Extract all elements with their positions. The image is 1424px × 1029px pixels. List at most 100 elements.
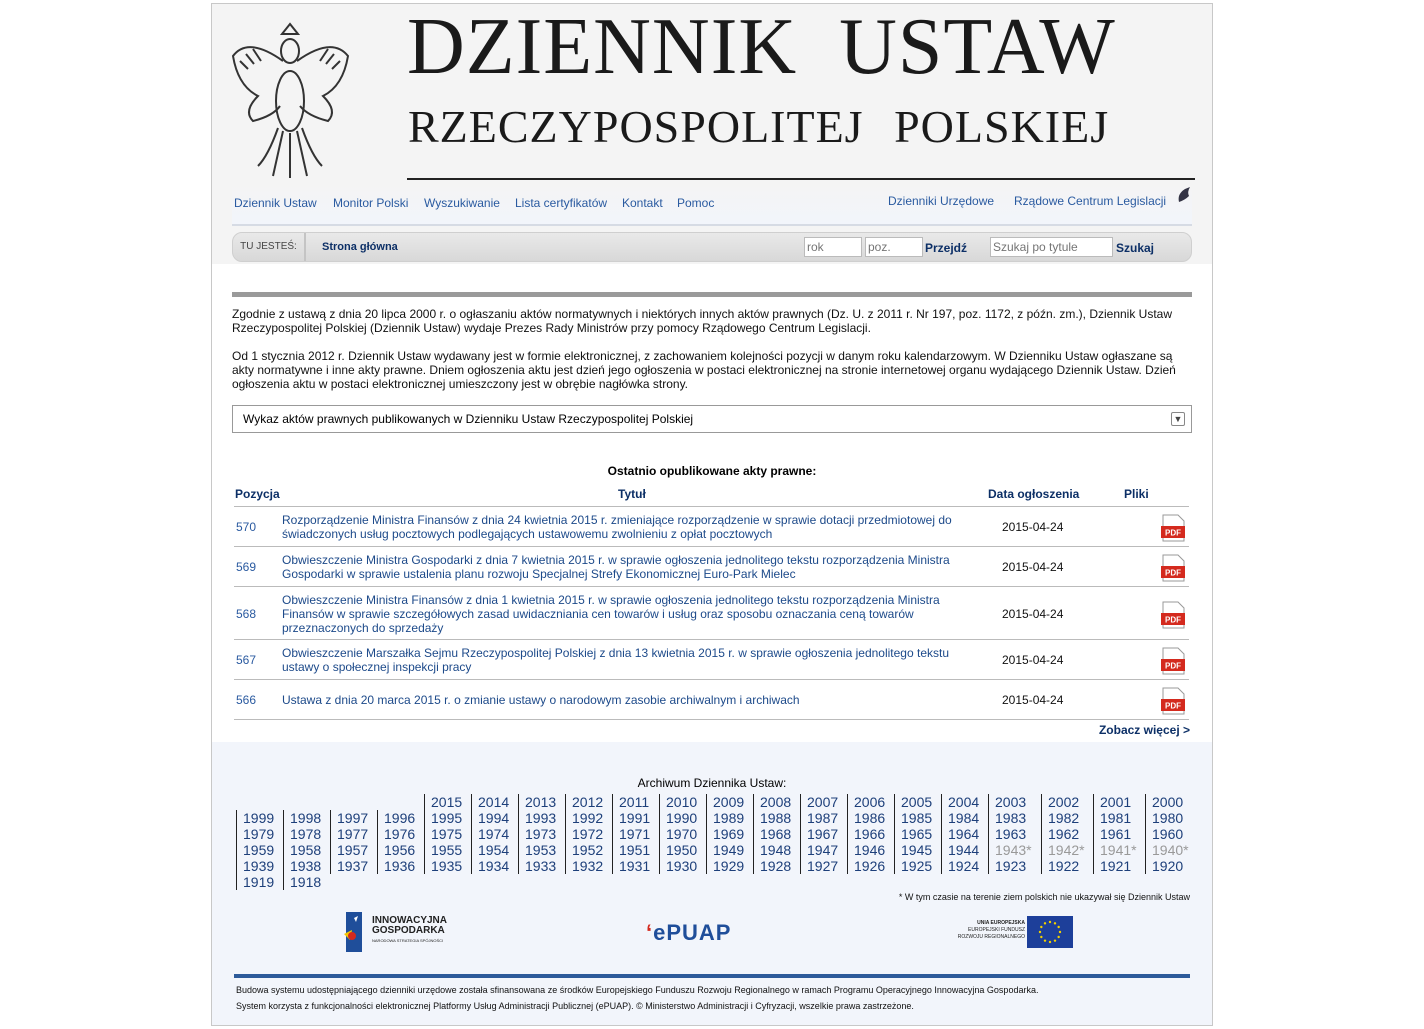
pdf-icon[interactable]: PDF	[1160, 601, 1186, 629]
epuap-logo[interactable]: ‘ePUAP	[646, 920, 732, 945]
archive-year-link[interactable]: 1971	[619, 826, 651, 842]
archive-year-link[interactable]: 2013	[525, 794, 557, 810]
archive-year-link[interactable]: 1973	[525, 826, 557, 842]
nav-rcl[interactable]: Rządowe Centrum Legislacji	[1014, 194, 1167, 208]
archive-year-link[interactable]: 1965	[901, 826, 933, 842]
archive-year-link[interactable]: 1929	[713, 858, 745, 874]
archive-year-link[interactable]: 1946	[854, 842, 886, 858]
archive-year-link[interactable]: 1976	[384, 826, 416, 842]
position-input[interactable]	[865, 237, 923, 257]
act-title-link[interactable]: Obwieszczenie Ministra Gospodarki z dnia…	[282, 553, 950, 581]
eu-logo[interactable]: UNIA EUROPEJSKA EUROPEJSKI FUNDUSZ ROZWOJU…	[938, 916, 1073, 948]
nav-lista-certyfikatow[interactable]: Lista certyfikatów	[515, 196, 608, 210]
archive-year-link[interactable]: 1922	[1048, 858, 1080, 874]
archive-year-link[interactable]: 1936	[384, 858, 416, 874]
archive-year-link[interactable]: 1972	[572, 826, 604, 842]
act-title-link[interactable]: Obwieszczenie Marszałka Sejmu Rzeczyposp…	[282, 646, 950, 674]
archive-year-link[interactable]: 1985	[901, 810, 933, 826]
archive-year-link[interactable]: 2005	[901, 794, 933, 810]
see-more-link[interactable]: Zobacz więcej >	[1098, 723, 1190, 737]
archive-year-link[interactable]: 2001	[1100, 794, 1132, 810]
archive-year-link[interactable]: 2010	[666, 794, 698, 810]
archive-year-link[interactable]: 1925	[901, 858, 933, 874]
go-button[interactable]: Przejdź	[925, 241, 968, 255]
archive-year-link[interactable]: 1978	[290, 826, 322, 842]
archive-year-link[interactable]: 1980	[1152, 810, 1184, 826]
archive-year-link[interactable]: 1923	[995, 858, 1027, 874]
act-title-link[interactable]: Ustawa z dnia 20 marca 2015 r. o zmianie…	[282, 693, 800, 707]
archive-year-link[interactable]: 1930	[666, 858, 698, 874]
archive-year-link[interactable]: 2006	[854, 794, 886, 810]
archive-year-link[interactable]: 1987	[807, 810, 839, 826]
archive-year-link[interactable]: 2011	[619, 794, 650, 810]
archive-year-link[interactable]: 1963	[995, 826, 1027, 842]
nav-pomoc[interactable]: Pomoc	[677, 196, 715, 210]
archive-year-link[interactable]: 1939	[243, 858, 275, 874]
pdf-icon[interactable]: PDF	[1160, 647, 1186, 675]
acts-list-select[interactable]: Wykaz aktów prawnych publikowanych w Dzi…	[232, 405, 1192, 433]
archive-year-link[interactable]: 1967	[807, 826, 839, 842]
archive-year-link[interactable]: 1926	[854, 858, 886, 874]
nav-dziennik-ustaw[interactable]: Dziennik Ustaw	[234, 196, 317, 210]
rcl-logo-icon[interactable]	[1174, 186, 1194, 212]
nav-kontakt[interactable]: Kontakt	[622, 196, 663, 210]
archive-year-link[interactable]: 1957	[337, 842, 369, 858]
title-search-input[interactable]	[990, 237, 1113, 257]
archive-year-link[interactable]: 1956	[384, 842, 416, 858]
search-button[interactable]: Szukaj	[1116, 241, 1155, 255]
archive-year-link[interactable]: 1961	[1100, 826, 1132, 842]
archive-year-link[interactable]: 1944	[948, 842, 980, 858]
archive-year-link[interactable]: 2000	[1152, 794, 1184, 810]
archive-year-link[interactable]: 1955	[431, 842, 463, 858]
chevron-down-icon[interactable]: ▼	[1171, 412, 1185, 426]
archive-year-link[interactable]: 1932	[572, 858, 604, 874]
archive-year-link[interactable]: 2004	[948, 794, 980, 810]
archive-year-link[interactable]: 1953	[525, 842, 557, 858]
archive-year-link[interactable]: 1935	[431, 858, 463, 874]
archive-year-link[interactable]: 1993	[525, 810, 557, 826]
innowacyjna-gospodarka-logo[interactable]: INNOWACYJNA GOSPODARKA NARODOWA STRATEGIA …	[342, 912, 472, 952]
archive-year-link[interactable]: 1997	[337, 810, 369, 826]
pdf-icon[interactable]: PDF	[1160, 514, 1186, 542]
pdf-icon[interactable]: PDF	[1160, 687, 1186, 715]
archive-year-link[interactable]: 1975	[431, 826, 463, 842]
archive-year-link[interactable]: 1988	[760, 810, 792, 826]
archive-year-link[interactable]: 1966	[854, 826, 886, 842]
archive-year-link[interactable]: 2003	[995, 794, 1027, 810]
archive-year-link[interactable]: 1920	[1152, 858, 1184, 874]
archive-year-link[interactable]: 2012	[572, 794, 604, 810]
archive-year-link[interactable]: 1945	[901, 842, 933, 858]
archive-year-link[interactable]: 1968	[760, 826, 792, 842]
archive-year-link[interactable]: 1947	[807, 842, 839, 858]
archive-year-link[interactable]: 1992	[572, 810, 604, 826]
nav-dzienniki-urzedowe[interactable]: Dzienniki Urzędowe	[888, 194, 995, 208]
archive-year-link[interactable]: 1931	[619, 858, 651, 874]
archive-year-link[interactable]: 2009	[713, 794, 745, 810]
archive-year-link[interactable]: 1982	[1048, 810, 1080, 826]
archive-year-link[interactable]: 1977	[337, 826, 369, 842]
act-title-link[interactable]: Rozporządzenie Ministra Finansów z dnia …	[282, 513, 952, 541]
archive-year-link[interactable]: 1995	[431, 810, 463, 826]
archive-year-link[interactable]: 1964	[948, 826, 980, 842]
archive-year-link[interactable]: 2002	[1048, 794, 1080, 810]
nav-wyszukiwanie[interactable]: Wyszukiwanie	[424, 196, 500, 210]
archive-year-link[interactable]: 1999	[243, 810, 275, 826]
pdf-icon[interactable]: PDF	[1160, 554, 1186, 582]
act-title-link[interactable]: Obwieszczenie Ministra Finansów z dnia 1…	[282, 592, 940, 635]
archive-year-link[interactable]: 1981	[1100, 810, 1132, 826]
archive-year-link[interactable]: 1951	[619, 842, 651, 858]
archive-year-link[interactable]: 1991	[619, 810, 651, 826]
archive-year-link[interactable]: 1938	[290, 858, 322, 874]
archive-year-link[interactable]: 1937	[337, 858, 369, 874]
year-input[interactable]	[804, 237, 862, 257]
archive-year-link[interactable]: 1950	[666, 842, 698, 858]
archive-year-link[interactable]: 1974	[478, 826, 510, 842]
archive-year-link[interactable]: 2015	[431, 794, 463, 810]
nav-monitor-polski[interactable]: Monitor Polski	[333, 196, 409, 210]
archive-year-link[interactable]: 1918	[290, 874, 322, 890]
archive-year-link[interactable]: 1998	[290, 810, 322, 826]
archive-year-link[interactable]: 1919	[243, 874, 275, 890]
archive-year-link[interactable]: 1986	[854, 810, 886, 826]
archive-year-link[interactable]: 1934	[478, 858, 510, 874]
archive-year-link[interactable]: 1994	[478, 810, 510, 826]
